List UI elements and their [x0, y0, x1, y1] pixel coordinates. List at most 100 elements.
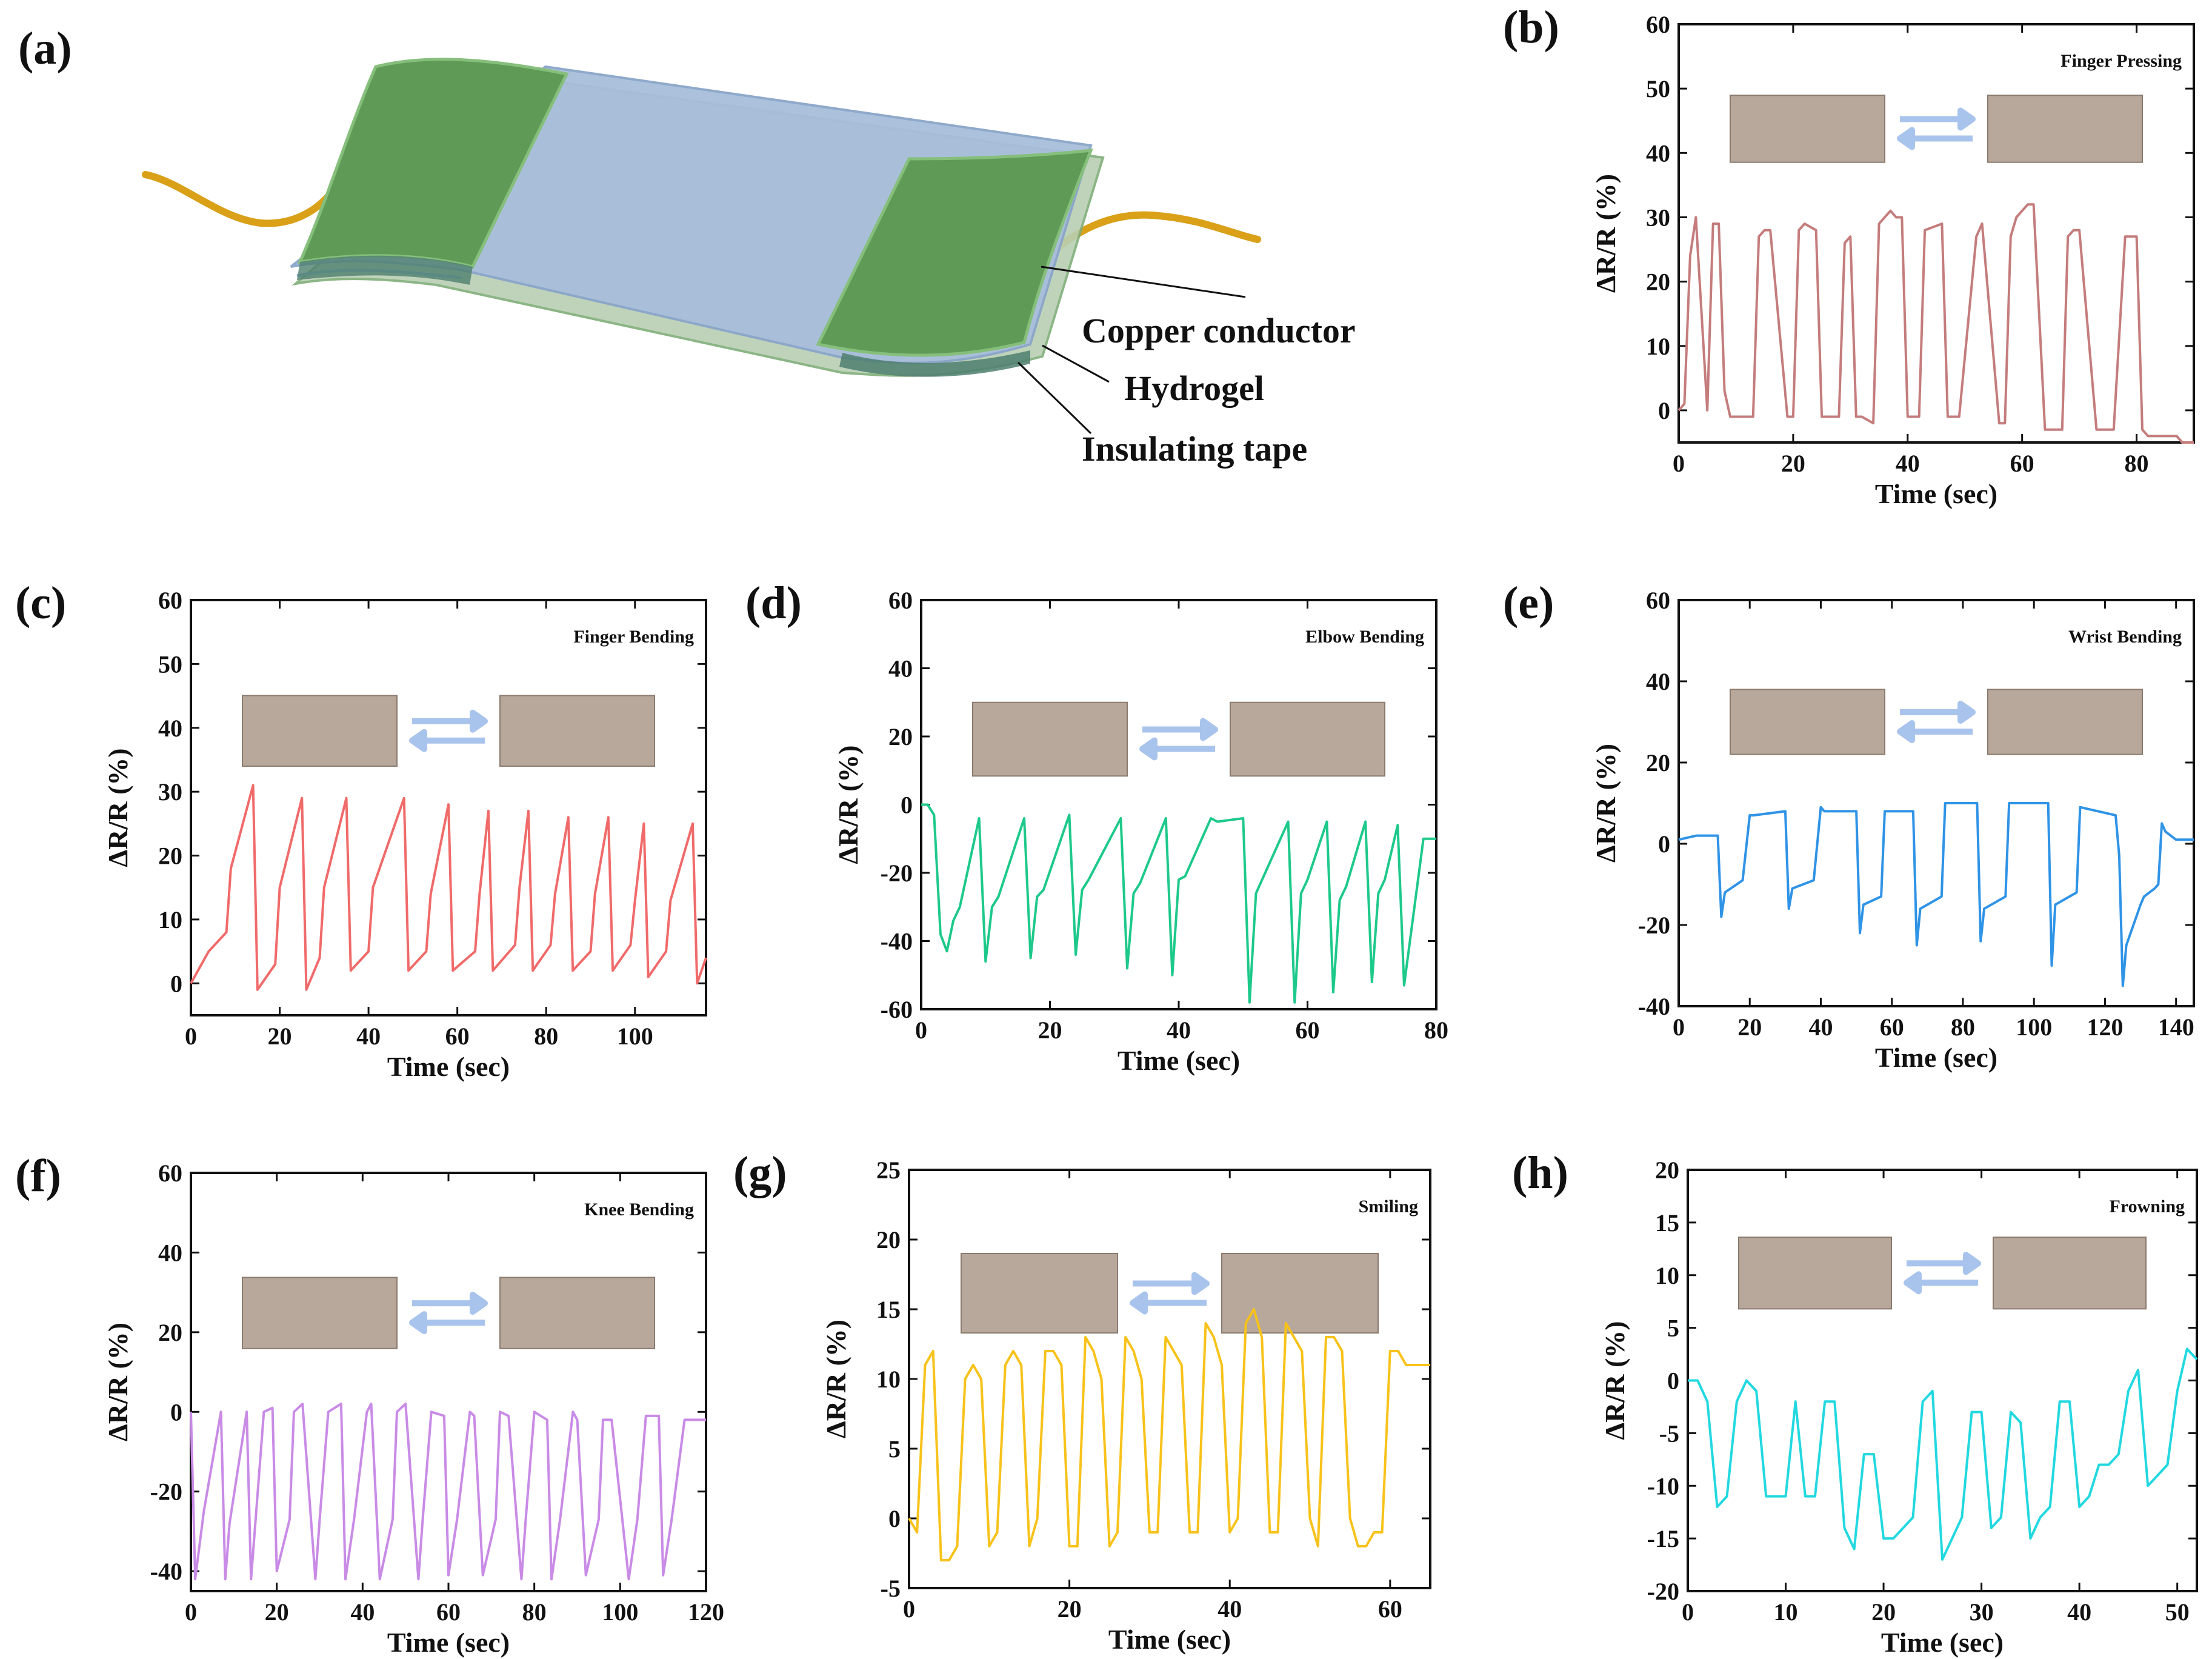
x-tick-label: 20 [1058, 1595, 1082, 1623]
chart-title-c: Finger Bending [573, 627, 694, 647]
y-tick-label: 0 [1667, 1367, 1679, 1395]
y-tick-label: -20 [1647, 1578, 1679, 1605]
chart-title-h: Frowning [2110, 1197, 2185, 1217]
series-line-f [190, 1403, 706, 1581]
y-tick-label: -20 [881, 860, 913, 887]
panel-label-h: (h) [1512, 1147, 1568, 1198]
arrow-left-icon [1139, 737, 1215, 761]
y-tick-label: 60 [158, 1160, 182, 1187]
y-axis-label-g: ΔR/R (%) [821, 1320, 851, 1438]
chart-title-g: Smiling [1359, 1197, 1418, 1217]
plot-frame-f [190, 1172, 707, 1592]
y-tick-label: 30 [158, 778, 182, 806]
arrow-right-icon [1133, 1272, 1210, 1295]
x-tick-label: 10 [1774, 1598, 1798, 1626]
x-tick-label: 20 [268, 1023, 292, 1050]
x-tick-label: 60 [1378, 1595, 1402, 1623]
x-tick-label: 0 [915, 1016, 927, 1044]
x-tick-label: 80 [1951, 1013, 1975, 1041]
y-tick-label: 10 [1655, 1262, 1679, 1289]
arrow-left-icon [1897, 720, 1973, 743]
chart-title-d: Elbow Bending [1305, 627, 1424, 647]
y-tick-label: -40 [1638, 993, 1670, 1020]
y-tick-label: -60 [881, 996, 913, 1023]
x-tick-label: 40 [1896, 450, 1920, 477]
arrow-right-icon [1900, 701, 1976, 724]
y-tick-label: 40 [158, 1239, 182, 1266]
panel-label-a: (a) [18, 23, 72, 74]
arrow-right-icon [1142, 718, 1218, 741]
label-hydrogel: Hydrogel [1124, 369, 1264, 408]
y-tick-label: 10 [158, 906, 182, 933]
photo-after-h [1993, 1237, 2147, 1310]
x-tick-label: 140 [2158, 1013, 2194, 1041]
y-tick-label: -5 [881, 1575, 901, 1602]
arrow-right-icon [412, 709, 488, 733]
photo-after-d [1230, 701, 1385, 777]
y-tick-label: 20 [876, 1226, 901, 1253]
panel-label-c: (c) [15, 578, 66, 629]
photo-before-h [1738, 1237, 1892, 1310]
series-line-c [190, 784, 707, 991]
y-tick-label: 20 [888, 723, 913, 750]
y-axis-label-c: ΔR/R (%) [102, 748, 133, 867]
y-tick-label: 40 [1646, 668, 1670, 695]
photo-after-b [1987, 95, 2143, 163]
arrow-left-icon [409, 1311, 485, 1335]
y-tick-label: 20 [1655, 1157, 1679, 1184]
x-tick-label: 80 [2125, 450, 2149, 477]
y-tick-label: 40 [1646, 139, 1670, 167]
chart-d: (d) 0 20 40 60 80 -60 -40 -20 0 20 40 60 Time (sec) ΔR… [745, 578, 1448, 1076]
panel-label-g: (g) [733, 1147, 787, 1198]
y-tick-label: -20 [1638, 912, 1670, 939]
x-axis-label-b: Time (sec) [1875, 478, 1997, 509]
x-tick-label: 20 [265, 1598, 289, 1626]
x-tick-label: 40 [1218, 1595, 1242, 1623]
y-tick-label: 10 [1646, 333, 1670, 360]
x-tick-label: 0 [185, 1023, 197, 1050]
x-axis-label-f: Time (sec) [387, 1627, 510, 1658]
photo-after-f [499, 1277, 655, 1349]
x-tick-label: 20 [1737, 1013, 1762, 1041]
y-tick-label: 20 [1646, 269, 1670, 296]
y-tick-label: 30 [1646, 204, 1670, 231]
photo-before-f [242, 1277, 398, 1349]
x-tick-label: 120 [688, 1598, 724, 1626]
y-tick-label: 20 [1646, 749, 1670, 776]
x-tick-label: 20 [1871, 1598, 1896, 1626]
photo-after-g [1221, 1253, 1379, 1334]
photo-after-c [499, 695, 655, 767]
arrow-right-icon [1907, 1252, 1981, 1275]
y-tick-label: 15 [876, 1296, 901, 1323]
x-tick-label: 0 [1673, 1013, 1685, 1041]
chart-b: (b) 0 20 40 60 80 0 10 20 30 40 50 60 Time (sec) ΔR/R … [1503, 2, 2195, 509]
chart-title-e: Wrist Bending [2068, 627, 2182, 647]
y-tick-label: -5 [1659, 1420, 1679, 1447]
y-tick-label: -15 [1647, 1525, 1679, 1552]
panel-label-e: (e) [1503, 578, 1554, 629]
y-tick-label: 0 [170, 1398, 182, 1426]
device-schematic: (a) Copper conductor Hydrogel Insulating… [18, 23, 1356, 469]
x-tick-label: 60 [1296, 1016, 1320, 1044]
y-tick-label: 50 [158, 650, 182, 678]
series-line-g [908, 1308, 1430, 1561]
x-tick-label: 80 [522, 1598, 547, 1626]
x-tick-label: 40 [1808, 1013, 1833, 1041]
y-tick-label: 40 [888, 655, 913, 683]
photo-before-e [1730, 689, 1885, 755]
arrow-right-icon [412, 1292, 488, 1315]
plot-frame-b [1677, 23, 2195, 444]
right-electrode-shadow [839, 350, 1030, 377]
y-tick-label: 20 [158, 843, 182, 870]
x-tick-label: 100 [617, 1023, 653, 1050]
y-axis-label-d: ΔR/R (%) [833, 745, 864, 864]
leader-copper [1041, 265, 1246, 298]
plot-frame-h [1687, 1169, 2198, 1592]
x-tick-label: 100 [2016, 1013, 2052, 1041]
arrow-left-icon [409, 729, 485, 752]
y-axis-label-f: ΔR/R (%) [102, 1323, 133, 1441]
x-tick-label: 60 [1880, 1013, 1904, 1041]
series-line-h [1688, 1347, 2198, 1561]
